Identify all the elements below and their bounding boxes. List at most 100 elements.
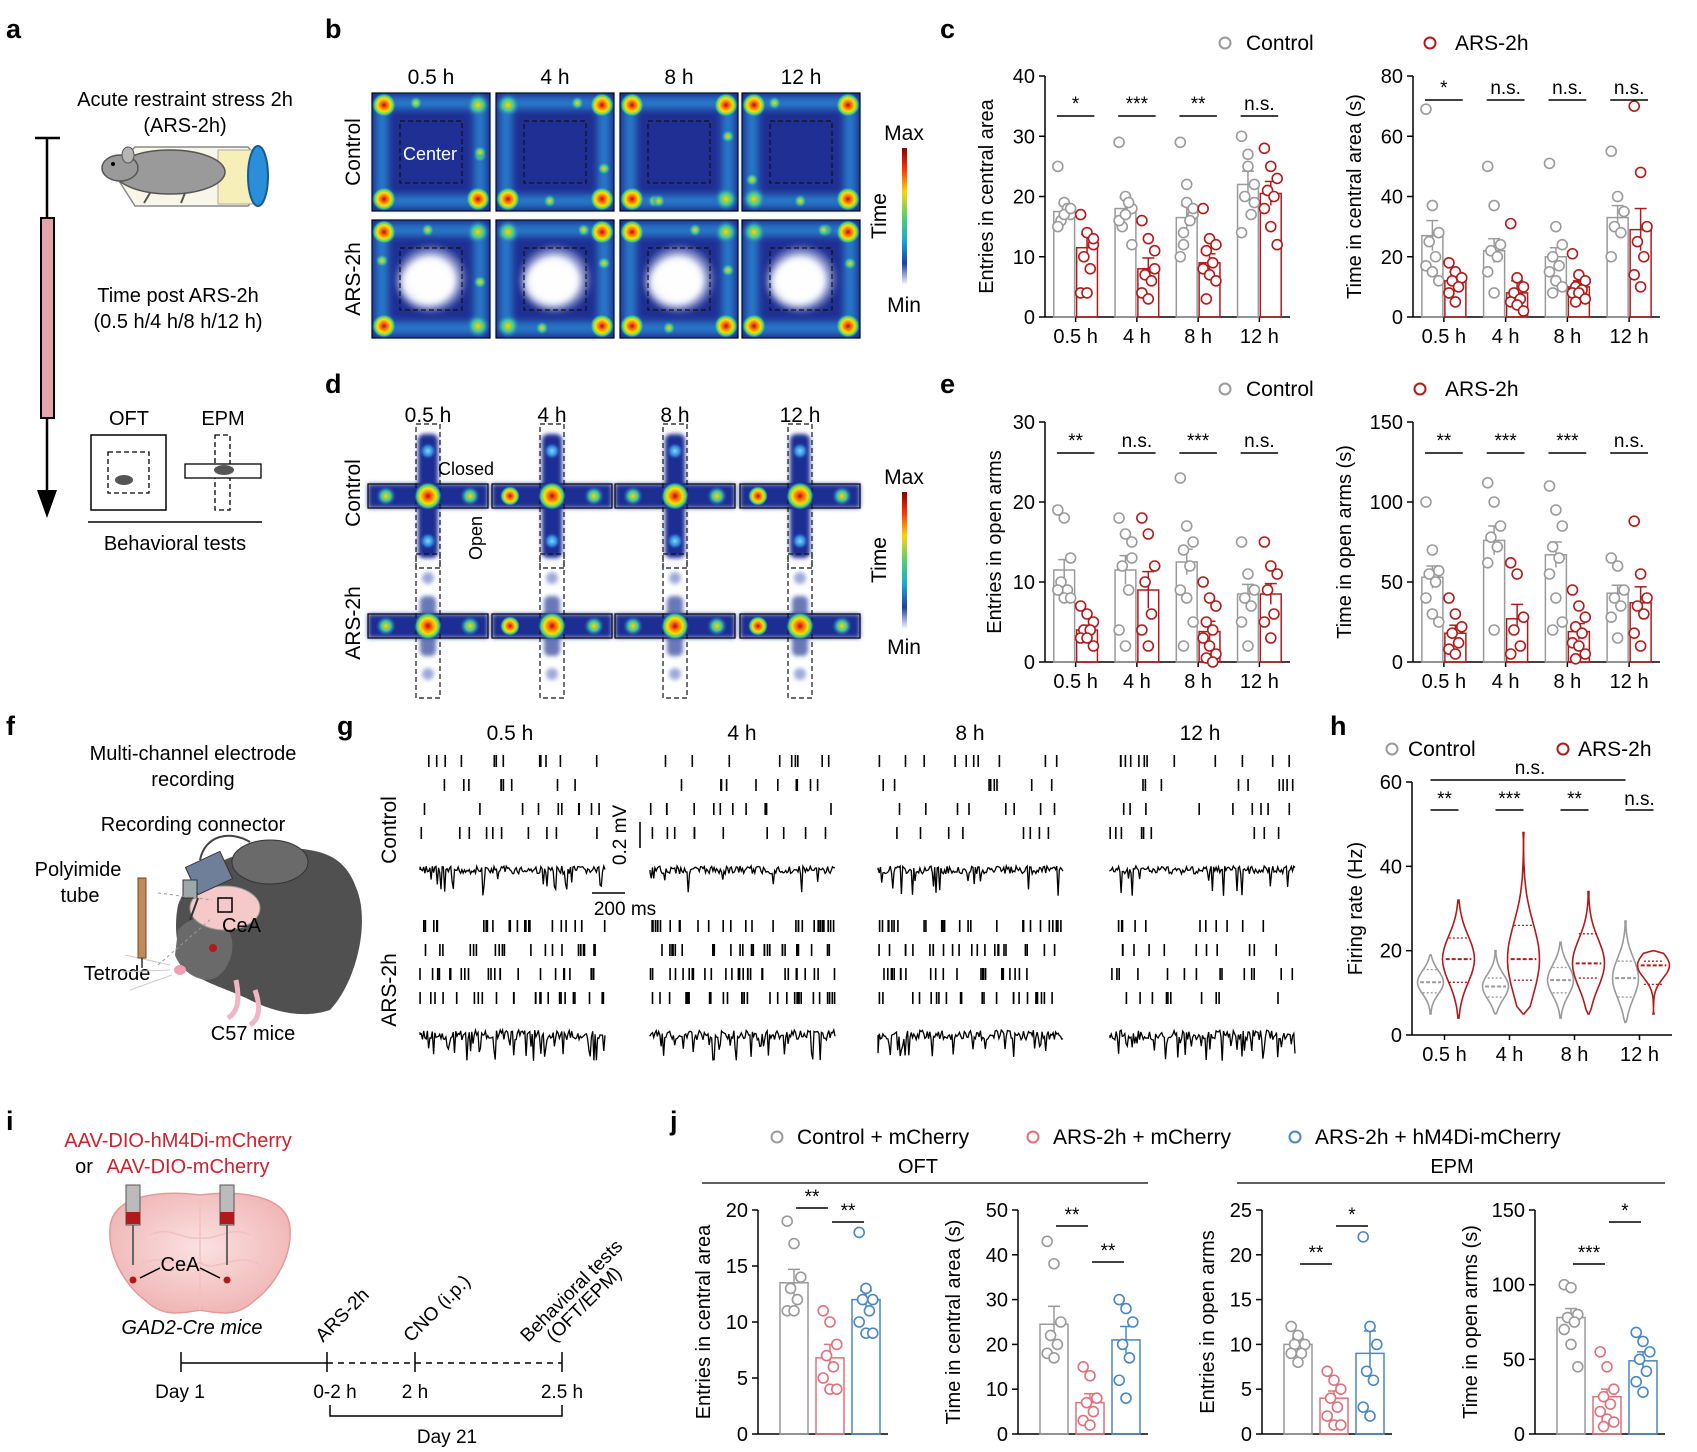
time-post-line2: (0.5 h/4 h/8 h/12 h) — [93, 311, 262, 333]
x-tick-label: 8 h — [1184, 671, 1212, 693]
data-point — [1116, 560, 1129, 572]
arm-end-hotspot — [748, 616, 768, 636]
data-point — [1136, 214, 1148, 227]
y-axis-label: Time in open arms (s) — [1334, 445, 1356, 639]
behavioral-tests-label: Behavioral tests — [104, 533, 246, 555]
data-point — [1449, 296, 1462, 308]
panel-label-f: f — [6, 711, 16, 741]
data-point — [1443, 592, 1455, 604]
arm-end-hotspot — [623, 486, 643, 506]
data-point — [1576, 627, 1588, 640]
data-point — [1565, 1338, 1577, 1351]
data-point — [1634, 281, 1647, 293]
data-point — [853, 1226, 866, 1239]
data-point — [856, 1293, 869, 1306]
chart-e-time-open: 0 50 100 150 Time in open arms (s) 0.5 h ** 4 h… — [1334, 412, 1660, 693]
y-axis-label: Entries in open arms — [1197, 1230, 1219, 1413]
data-point — [1443, 287, 1455, 299]
timepoint-header: 8 h — [664, 66, 693, 89]
row-label-1: ARS-2h — [342, 586, 365, 660]
timepoint-header: 12 h — [781, 66, 822, 89]
data-point — [1242, 640, 1254, 652]
data-point — [1426, 608, 1439, 620]
data-point — [1420, 592, 1432, 604]
data-point — [1261, 584, 1274, 596]
data-point — [1242, 160, 1254, 173]
x-tick-label: 8 h — [1184, 326, 1212, 348]
timeline-arrowhead — [37, 490, 57, 518]
data-point — [1064, 592, 1077, 604]
y-tick-label: 50 — [1503, 1349, 1525, 1371]
heatmap-hotspot — [590, 220, 614, 244]
panel-label-g: g — [337, 711, 354, 741]
heatmap-trail — [746, 224, 856, 334]
oft-heatmap-cell — [371, 219, 491, 339]
significance-label: * — [1072, 94, 1080, 115]
legend-e: Control ARS-2h — [1218, 378, 1519, 401]
violin-control — [1546, 941, 1575, 1019]
heatmap-hotspot — [742, 314, 766, 338]
legend-e-control: Control — [1246, 378, 1314, 401]
data-point — [1177, 226, 1190, 239]
data-point — [1630, 1326, 1642, 1339]
epm-heatmap-cell — [614, 423, 736, 569]
data-point — [1631, 235, 1644, 248]
heatmap-warm-spot — [473, 274, 487, 289]
heatmap-hotspot — [836, 93, 860, 117]
y-tick-label: 20 — [986, 1334, 1008, 1356]
data-point — [1292, 1356, 1304, 1369]
heatmap-hotspot — [590, 93, 614, 117]
open-arm-spot — [667, 443, 683, 459]
data-point — [1367, 1374, 1380, 1387]
panel-g-rasters: 0.5 h 4 h 8 h 12 h Control ARS-2h 0.2 mV 200 ms — [378, 722, 1296, 1061]
data-point — [1423, 568, 1435, 580]
data-point — [1432, 226, 1445, 239]
data-point — [1449, 648, 1462, 660]
virus-mcherry-label: AAV-DIO-mCherry — [107, 1156, 270, 1178]
y-tick-label: 30 — [986, 1290, 1008, 1312]
data-point — [1122, 196, 1135, 209]
x-tick-label: 0.5 h — [1053, 326, 1097, 348]
epm-heatmap-cell — [614, 553, 736, 699]
y-tick-label: 50 — [986, 1200, 1008, 1222]
data-point — [1420, 496, 1432, 508]
data-point — [863, 1305, 876, 1317]
data-point — [1633, 1353, 1646, 1366]
data-point — [1634, 166, 1647, 179]
data-point — [1443, 256, 1455, 269]
oft-heatmap-cell — [371, 92, 491, 212]
data-point — [1452, 636, 1465, 649]
heatmap-warm-spot — [793, 194, 808, 208]
legend-c: Control ARS-2h — [1218, 32, 1529, 55]
heatmap-warm-spot — [597, 161, 611, 176]
data-point — [830, 1338, 843, 1351]
heatmap-hotspot — [372, 314, 396, 338]
y-tick-label: 25 — [1230, 1200, 1252, 1222]
data-point — [781, 1215, 794, 1227]
heatmap-warm-spot — [542, 194, 557, 208]
data-point — [1078, 250, 1090, 263]
significance-label: n.s. — [1614, 78, 1645, 99]
y-tick-label: 0 — [1514, 1424, 1525, 1446]
data-point — [1264, 160, 1277, 173]
heatmap-hotspot — [742, 93, 766, 117]
data-point — [1452, 281, 1465, 293]
data-point — [830, 1383, 843, 1395]
data-point — [1550, 592, 1562, 604]
y-tick-label: 5 — [1241, 1379, 1252, 1401]
data-point — [1119, 528, 1132, 540]
data-point — [1335, 1383, 1347, 1395]
panel-d-epm-heatmaps: 0.5 h 4 h 8 h 12 h Control ARS-2h Closed Open Ma… — [342, 404, 924, 699]
data-point — [1546, 624, 1559, 636]
panel-a-schematic: Acute restraint stress 2h (ARS-2h) Time … — [35, 89, 293, 555]
data-point — [1184, 560, 1196, 572]
significance-label: n.s. — [1244, 431, 1275, 452]
heatmap-warm-spot — [597, 256, 611, 271]
data-point — [1120, 1392, 1132, 1404]
data-point — [1553, 259, 1565, 272]
data-point — [1113, 624, 1125, 636]
data-point — [1203, 592, 1216, 604]
data-point — [1126, 552, 1138, 564]
heatmap-hotspot — [466, 314, 490, 338]
significance-label: n.s. — [1552, 78, 1583, 99]
